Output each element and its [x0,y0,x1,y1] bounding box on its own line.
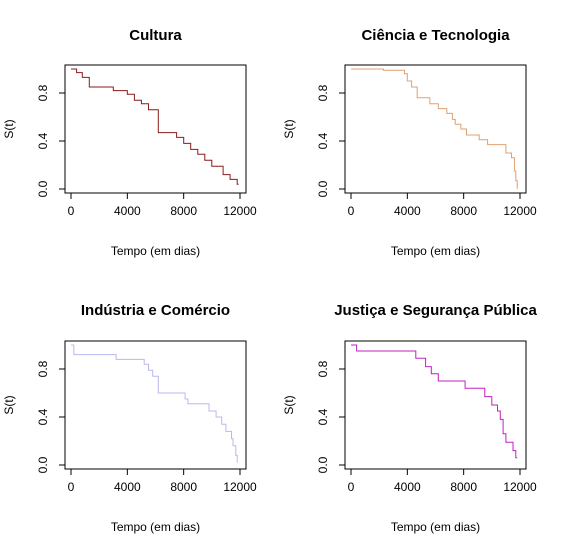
y-tick-label: 0.0 [36,180,50,197]
y-tick-label: 0.8 [316,84,330,101]
plot-frame [64,340,247,470]
x-tick-label: 12000 [503,480,537,494]
y-tick-label: 0.4 [36,408,50,425]
x-tick-label: 4000 [394,204,421,218]
x-tick-label: 0 [348,204,355,218]
x-axis-label: Tempo (em dias) [111,520,200,534]
x-axis-label: Tempo (em dias) [391,244,480,258]
x-tick-label: 4000 [114,204,141,218]
y-tick-label: 0.8 [316,360,330,377]
y-axis-label: S(t) [2,119,16,138]
plot-frame [344,340,527,470]
y-tick-label: 0.4 [36,132,50,149]
x-tick-label: 8000 [450,204,477,218]
plot-frame [64,64,247,194]
x-tick-label: 8000 [170,204,197,218]
x-tick-label: 12000 [223,204,257,218]
chart-title: Justiça e Segurança Pública [334,302,537,319]
x-tick-label: 12000 [223,480,257,494]
x-tick-label: 8000 [450,480,477,494]
y-tick-label: 0.4 [316,132,330,149]
x-tick-label: 0 [68,204,75,218]
chart-title: Cultura [129,27,182,44]
x-tick-label: 4000 [394,480,421,494]
x-tick-label: 12000 [503,204,537,218]
x-tick-label: 0 [68,480,75,494]
y-axis-label: S(t) [282,119,296,138]
chart-panel-1: Cultura 0 4000 8000 12000 0.0 0.4 0.8 Tempo (em … [2,27,257,258]
y-tick-label: 0.0 [316,180,330,197]
survival-curve-1 [351,344,518,459]
y-tick-label: 0.8 [36,84,50,101]
y-tick-label: 0.0 [36,456,50,473]
y-tick-label: 0.8 [36,360,50,377]
x-tick-label: 8000 [170,480,197,494]
chart-panel-3: Indústria e Comércio 0 4000 8000 12000 0.0 0.4… [2,302,257,534]
chart-panel-2: Ciência e Tecnologia 0 4000 8000 12000 0.0 0.4… [282,27,537,258]
chart-panel-4: Justiça e Segurança Pública 0 4000 8000 1200… [282,302,537,534]
y-axis-label: S(t) [282,395,296,414]
x-axis-label: Tempo (em dias) [391,520,480,534]
y-tick-label: 0.0 [316,456,330,473]
plot-frame [344,64,527,194]
x-tick-label: 4000 [114,480,141,494]
x-axis-label: Tempo (em dias) [111,244,200,258]
y-axis-label: S(t) [2,395,16,414]
x-tick-label: 0 [348,480,355,494]
survival-curve-1 [71,68,239,185]
chart-title: Ciência e Tecnologia [361,27,510,44]
survival-curve-1 [71,344,238,463]
y-tick-label: 0.4 [316,408,330,425]
survival-curve-1 [351,68,518,189]
chart-title: Indústria e Comércio [81,302,230,319]
